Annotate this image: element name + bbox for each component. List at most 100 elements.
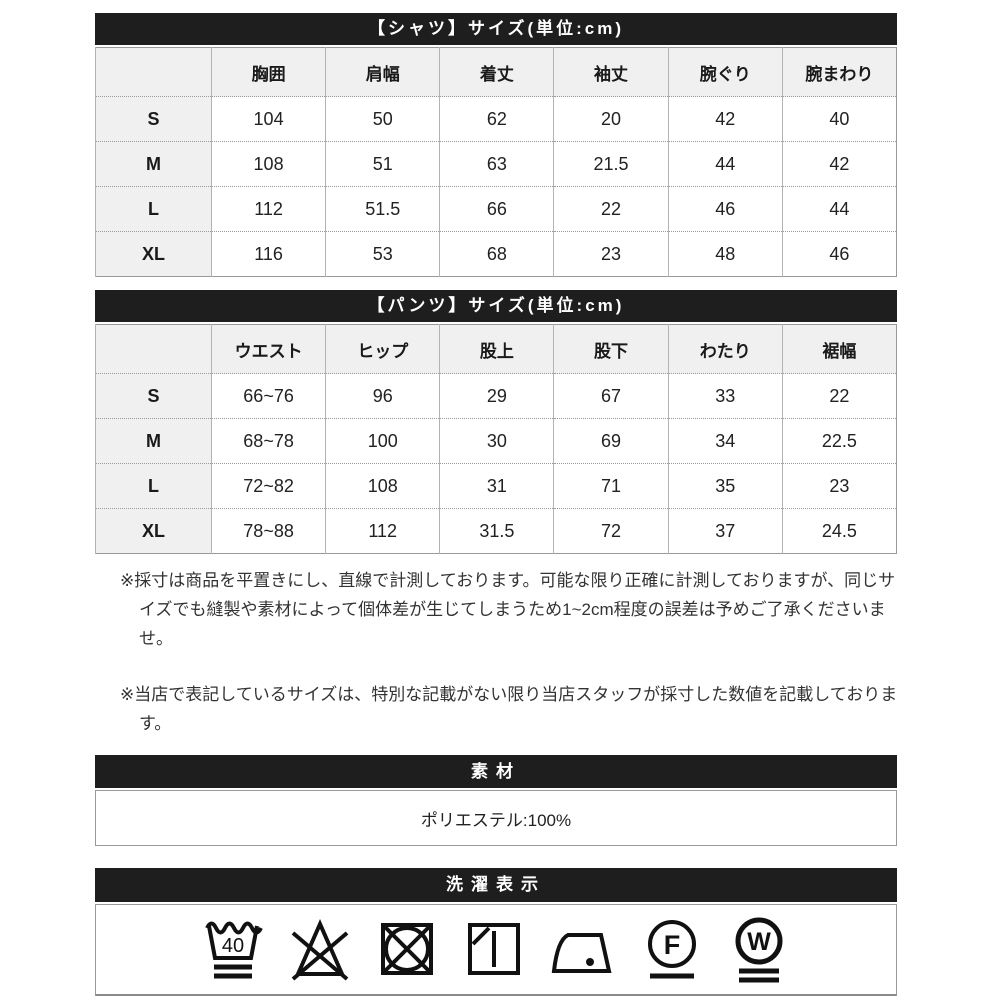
value-cell: 40 [781,96,897,142]
shirt-table-title: 【シャツ】サイズ(単位:cm) [95,13,897,45]
wet-clean-very-gentle-icon: W [726,915,792,985]
value-cell: 22 [781,373,897,419]
table-row: XL 116 53 68 23 48 46 [95,231,897,277]
value-cell: 62 [439,96,554,142]
column-header: 腕まわり [781,47,897,97]
value-cell: 23 [553,231,669,277]
column-header: 肩幅 [325,47,440,97]
column-header: 袖丈 [553,47,669,97]
value-cell: 44 [667,141,783,187]
value-cell: 33 [667,373,783,419]
size-label-cell: XL [95,508,212,554]
column-header: 胸囲 [210,47,326,97]
value-cell: 67 [553,373,669,419]
value-cell: 24.5 [781,508,897,554]
table-row: M 68~78 100 30 69 34 22.5 [95,418,897,464]
column-header: 裾幅 [781,324,897,374]
material-value: ポリエステル:100% [95,790,897,846]
laundry-section: 洗濯表示 40 [95,868,897,996]
value-cell: 51 [325,141,440,187]
dry-clean-petroleum-gentle-icon: F [639,915,705,985]
value-cell: 116 [210,231,326,277]
pants-table-header-row: ウエスト ヒップ 股上 股下 わたり 裾幅 [95,324,897,374]
size-label-cell: L [95,186,212,232]
shirt-table-header-row: 胸囲 肩幅 着丈 袖丈 腕ぐり 腕まわり [95,47,897,97]
column-header: 股下 [553,324,669,374]
size-label-cell: S [95,373,212,419]
pants-size-section: 【パンツ】サイズ(単位:cm) ウエスト ヒップ 股上 股下 わたり 裾幅 S … [95,290,897,554]
table-row: M 108 51 63 21.5 44 42 [95,141,897,187]
value-cell: 71 [553,463,669,509]
column-header: ウエスト [210,324,326,374]
value-cell: 66~76 [210,373,326,419]
svg-text:W: W [747,928,771,956]
svg-text:F: F [664,930,681,960]
value-cell: 51.5 [325,186,440,232]
value-cell: 78~88 [210,508,326,554]
table-row: S 104 50 62 20 42 40 [95,96,897,142]
value-cell: 42 [781,141,897,187]
value-cell: 112 [210,186,326,232]
column-header: 着丈 [439,47,554,97]
material-section: 素材 ポリエステル:100% [95,755,897,846]
material-title: 素材 [95,755,897,788]
measurement-note: ※採寸は商品を平置きにし、直線で計測しております。可能な限り正確に計測しておりま… [120,571,896,648]
value-cell: 31 [439,463,554,509]
value-cell: 50 [325,96,440,142]
size-label-cell: S [95,96,212,142]
column-header: 股上 [439,324,554,374]
iron-low-temperature-icon [548,915,618,985]
value-cell: 20 [553,96,669,142]
value-cell: 46 [781,231,897,277]
value-cell: 48 [667,231,783,277]
value-cell: 31.5 [439,508,554,554]
value-cell: 69 [553,418,669,464]
table-row: S 66~76 96 29 67 33 22 [95,373,897,419]
value-cell: 30 [439,418,554,464]
value-cell: 96 [325,373,440,419]
table-row: L 72~82 108 31 71 35 23 [95,463,897,509]
value-cell: 29 [439,373,554,419]
size-listing-note: ※当店で表記しているサイズは、特別な記載がない限り当店スタッフが採寸した数値を記… [120,685,898,733]
do-not-bleach-icon [287,915,353,985]
value-cell: 108 [210,141,326,187]
value-cell: 35 [667,463,783,509]
value-cell: 21.5 [553,141,669,187]
size-label-cell: M [95,418,212,464]
wash-40-very-gentle-icon: 40 [200,915,266,985]
value-cell: 23 [781,463,897,509]
value-cell: 100 [325,418,440,464]
column-header: わたり [667,324,783,374]
value-cell: 46 [667,186,783,232]
size-label-cell: L [95,463,212,509]
value-cell: 42 [667,96,783,142]
do-not-tumble-dry-icon [374,915,440,985]
value-cell: 37 [667,508,783,554]
table-row: L 112 51.5 66 22 46 44 [95,186,897,232]
laundry-title: 洗濯表示 [95,868,897,902]
value-cell: 112 [325,508,440,554]
value-cell: 53 [325,231,440,277]
corner-cell [95,324,212,374]
column-header: ヒップ [325,324,440,374]
value-cell: 72 [553,508,669,554]
value-cell: 68 [439,231,554,277]
value-cell: 63 [439,141,554,187]
value-cell: 22.5 [781,418,897,464]
value-cell: 66 [439,186,554,232]
value-cell: 34 [667,418,783,464]
laundry-symbols-row: 40 [95,904,897,996]
size-label-cell: XL [95,231,212,277]
value-cell: 22 [553,186,669,232]
pants-table-title: 【パンツ】サイズ(単位:cm) [95,290,897,322]
value-cell: 104 [210,96,326,142]
value-cell: 68~78 [210,418,326,464]
shirt-size-section: 【シャツ】サイズ(単位:cm) 胸囲 肩幅 着丈 袖丈 腕ぐり 腕まわり S 1… [95,13,897,277]
table-row: XL 78~88 112 31.5 72 37 24.5 [95,508,897,554]
svg-text:40: 40 [222,935,244,957]
value-cell: 72~82 [210,463,326,509]
pants-size-table: ウエスト ヒップ 股上 股下 わたり 裾幅 S 66~76 96 29 67 3… [95,324,897,554]
shirt-size-table: 胸囲 肩幅 着丈 袖丈 腕ぐり 腕まわり S 104 50 62 20 42 4… [95,47,897,277]
corner-cell [95,47,212,97]
column-header: 腕ぐり [667,47,783,97]
